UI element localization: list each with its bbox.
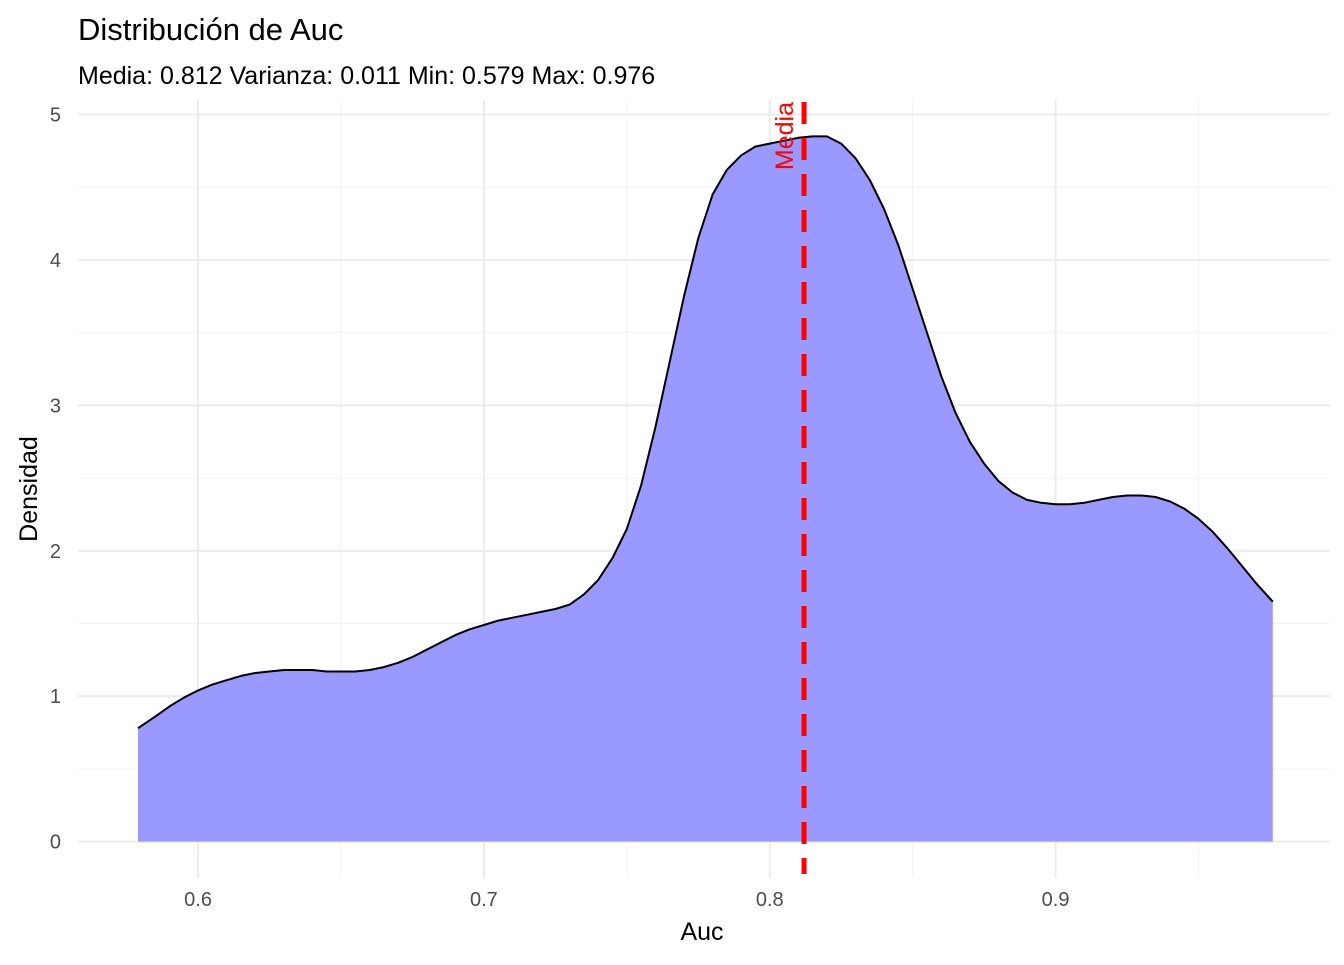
x-axis-ticks: 0.6 0.7 0.8 0.9 [184, 889, 1069, 911]
chart-subtitle: Media: 0.812 Varianza: 0.011 Min: 0.579 … [78, 62, 655, 90]
mean-line-label: Media [771, 102, 799, 170]
density-line [137, 135, 1274, 730]
density-area [138, 136, 1273, 842]
x-tick-label: 0.6 [184, 889, 212, 911]
y-tick-label: 5 [50, 105, 61, 127]
density-area-group [137, 135, 1274, 842]
x-axis-title: Auc [680, 918, 723, 946]
y-tick-label: 3 [50, 395, 61, 417]
y-tick-label: 0 [50, 832, 61, 854]
x-tick-label: 0.8 [756, 889, 784, 911]
y-tick-label: 4 [50, 250, 61, 272]
x-tick-label: 0.9 [1042, 889, 1070, 911]
y-axis-title: Densidad [15, 436, 43, 542]
y-tick-label: 2 [50, 541, 61, 563]
y-tick-label: 1 [50, 686, 61, 708]
x-tick-label: 0.7 [470, 889, 498, 911]
mean-line-group: Media [771, 102, 807, 874]
y-axis-ticks: 0 1 2 3 4 5 [50, 105, 61, 854]
chart-title: Distribución de Auc [78, 12, 343, 47]
